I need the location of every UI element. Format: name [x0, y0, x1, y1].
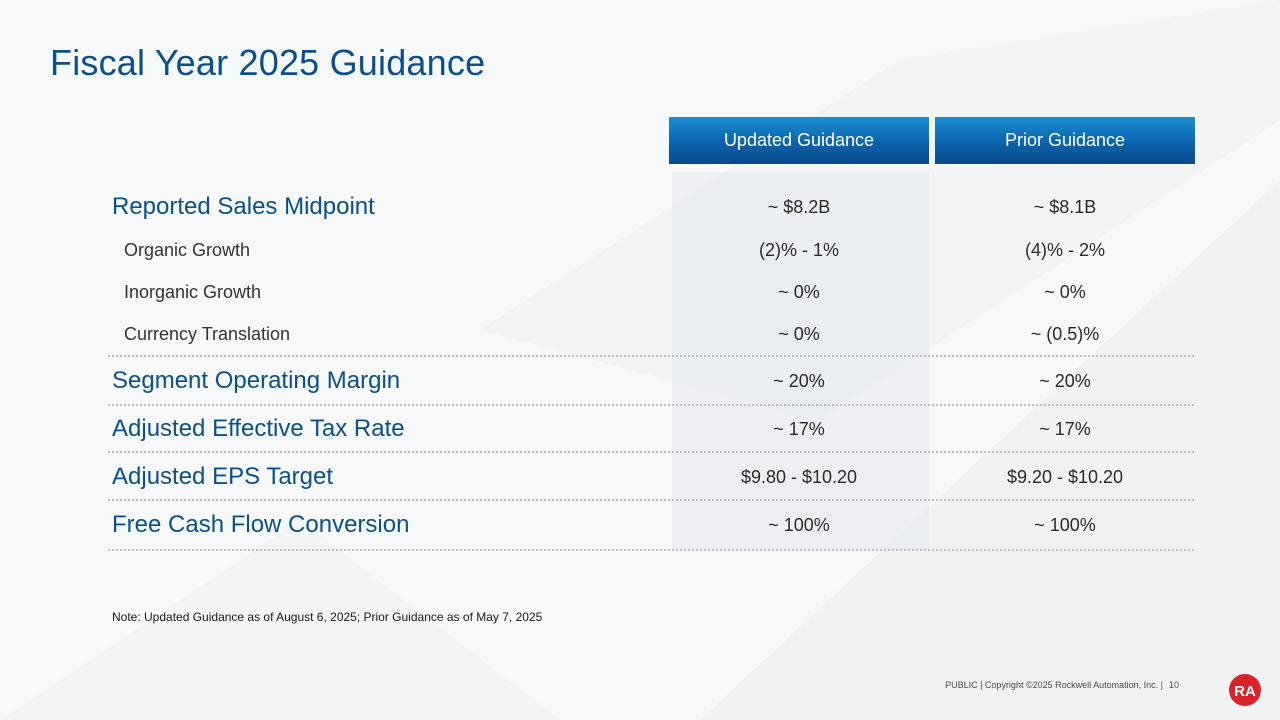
table-row-free-cash-flow-conversion: Free Cash Flow Conversion ~ 100% ~ 100%	[108, 511, 1194, 541]
updated-value: ~ 0%	[778, 282, 820, 302]
row-divider	[108, 355, 1194, 357]
row-divider	[108, 451, 1194, 453]
updated-value: $9.80 - $10.20	[740, 467, 858, 487]
row-label: Currency Translation	[124, 324, 291, 344]
updated-value: ~ 100%	[768, 515, 830, 535]
table-row-organic-growth: Organic Growth (2)% - 1% (4)% - 2%	[108, 240, 1194, 264]
copyright-footer: PUBLIC | Copyright ©2025 Rockwell Automa…	[945, 680, 1163, 690]
row-label: Inorganic Growth	[124, 282, 262, 302]
table-row-currency-translation: Currency Translation ~ 0% ~ (0.5)%	[108, 324, 1194, 348]
row-divider	[108, 549, 1194, 551]
table-row-inorganic-growth: Inorganic Growth ~ 0% ~ 0%	[108, 282, 1194, 306]
prior-value: ~ 17%	[1039, 419, 1091, 439]
updated-value: (2)% - 1%	[758, 240, 839, 260]
row-label: Segment Operating Margin	[112, 367, 401, 394]
page-number: 10	[1169, 680, 1180, 690]
prior-value: ~ 20%	[1039, 371, 1091, 391]
row-label: Free Cash Flow Conversion	[112, 511, 410, 538]
slide-title: Fiscal Year 2025 Guidance	[50, 42, 486, 83]
row-label: Reported Sales Midpoint	[112, 193, 375, 220]
table-row-segment-operating-margin: Segment Operating Margin ~ 20% ~ 20%	[108, 367, 1194, 397]
column-header-prior-guidance: Prior Guidance	[935, 117, 1195, 164]
logo-text: RA	[1234, 683, 1256, 700]
row-label: Adjusted Effective Tax Rate	[112, 415, 405, 442]
prior-value: ~ 0%	[1044, 282, 1086, 302]
rockwell-automation-logo-icon: RA	[1229, 674, 1261, 706]
row-divider	[108, 404, 1194, 406]
prior-value: ~ $8.1B	[1033, 197, 1097, 217]
column-header-updated-guidance: Updated Guidance	[669, 117, 929, 164]
row-divider	[108, 499, 1194, 501]
updated-value: ~ 17%	[773, 419, 825, 439]
updated-column-highlight	[672, 172, 929, 550]
table-row-reported-sales-midpoint: Reported Sales Midpoint ~ $8.2B ~ $8.1B	[108, 193, 1194, 223]
row-label: Organic Growth	[124, 240, 251, 260]
prior-value: (4)% - 2%	[1024, 240, 1105, 260]
guidance-note: Note: Updated Guidance as of August 6, 2…	[112, 610, 543, 624]
updated-value: ~ 20%	[773, 371, 825, 391]
prior-value: ~ 100%	[1034, 515, 1096, 535]
table-row-adjusted-eps-target: Adjusted EPS Target $9.80 - $10.20 $9.20…	[108, 463, 1194, 493]
updated-value: ~ $8.2B	[767, 197, 831, 217]
table-row-adjusted-effective-tax-rate: Adjusted Effective Tax Rate ~ 17% ~ 17%	[108, 415, 1194, 445]
updated-value: ~ 0%	[778, 324, 820, 344]
prior-value: ~ (0.5)%	[1030, 324, 1100, 344]
prior-value: $9.20 - $10.20	[1006, 467, 1124, 487]
row-label: Adjusted EPS Target	[112, 463, 334, 490]
